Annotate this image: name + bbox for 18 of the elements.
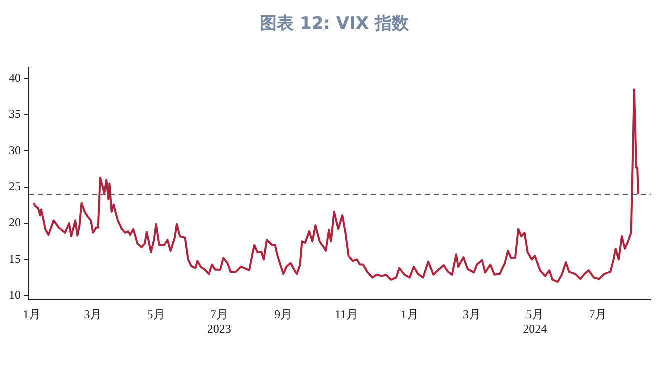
x-tick-label: 5月 2024: [523, 308, 548, 336]
y-tick-label: 10: [9, 288, 21, 302]
x-tick-label: 5月: [147, 308, 166, 322]
x-tick-label: 1月: [23, 308, 42, 322]
x-tick-label: 3月: [84, 308, 102, 322]
chart-title: 图表 12: VIX 指数: [259, 13, 410, 35]
y-tick-label: 35: [9, 107, 21, 122]
x-tick-label: 7月 2023: [207, 308, 232, 336]
y-tick-label: 40: [9, 71, 21, 86]
y-tick-label: 30: [9, 143, 21, 158]
y-tick-label: 25: [9, 180, 21, 194]
y-tick-label: 15: [9, 252, 21, 266]
x-tick-label: 9月: [274, 308, 293, 322]
x-tick-label: 7月: [589, 308, 608, 322]
x-tick-label: 1月: [400, 308, 419, 322]
x-tick-label: 11月: [334, 308, 359, 322]
x-tick-label: 3月: [462, 308, 481, 322]
y-tick-label: 20: [9, 216, 21, 230]
